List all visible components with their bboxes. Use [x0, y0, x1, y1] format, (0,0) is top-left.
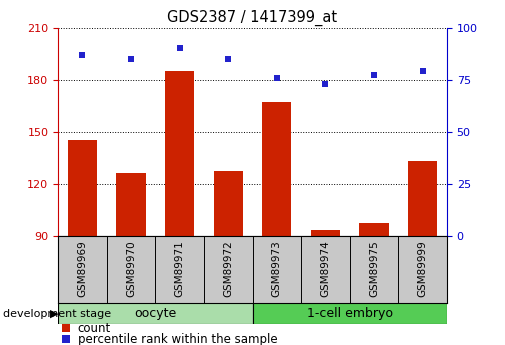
Text: development stage: development stage	[3, 309, 111, 318]
Text: GSM89971: GSM89971	[175, 240, 185, 297]
Point	[419, 69, 427, 74]
Bar	[68, 140, 97, 236]
Text: GSM89974: GSM89974	[320, 240, 330, 297]
Bar	[252, 303, 447, 324]
Text: GSM89972: GSM89972	[223, 240, 233, 297]
Text: count: count	[78, 322, 111, 335]
Point	[224, 56, 232, 61]
Point	[176, 46, 184, 51]
Text: GSM89975: GSM89975	[369, 240, 379, 297]
Bar	[165, 71, 194, 236]
Text: GSM89973: GSM89973	[272, 240, 282, 297]
Bar	[262, 102, 291, 236]
Text: 1-cell embryo: 1-cell embryo	[307, 307, 393, 320]
Bar	[58, 303, 252, 324]
Text: GSM89999: GSM89999	[418, 240, 428, 297]
Text: ▶: ▶	[50, 309, 59, 318]
Bar	[311, 230, 340, 236]
Text: oocyte: oocyte	[134, 307, 176, 320]
Text: GSM89970: GSM89970	[126, 240, 136, 297]
Text: GSM89969: GSM89969	[77, 240, 87, 297]
Bar	[214, 171, 243, 236]
Title: GDS2387 / 1417399_at: GDS2387 / 1417399_at	[168, 10, 337, 26]
Point	[62, 336, 70, 342]
Point	[127, 56, 135, 61]
Bar	[360, 224, 389, 236]
Point	[273, 75, 281, 80]
Bar	[116, 173, 145, 236]
Text: percentile rank within the sample: percentile rank within the sample	[78, 333, 277, 345]
Point	[321, 81, 329, 87]
Point	[62, 326, 70, 331]
Point	[370, 73, 378, 78]
Point	[78, 52, 86, 57]
Bar	[408, 161, 437, 236]
